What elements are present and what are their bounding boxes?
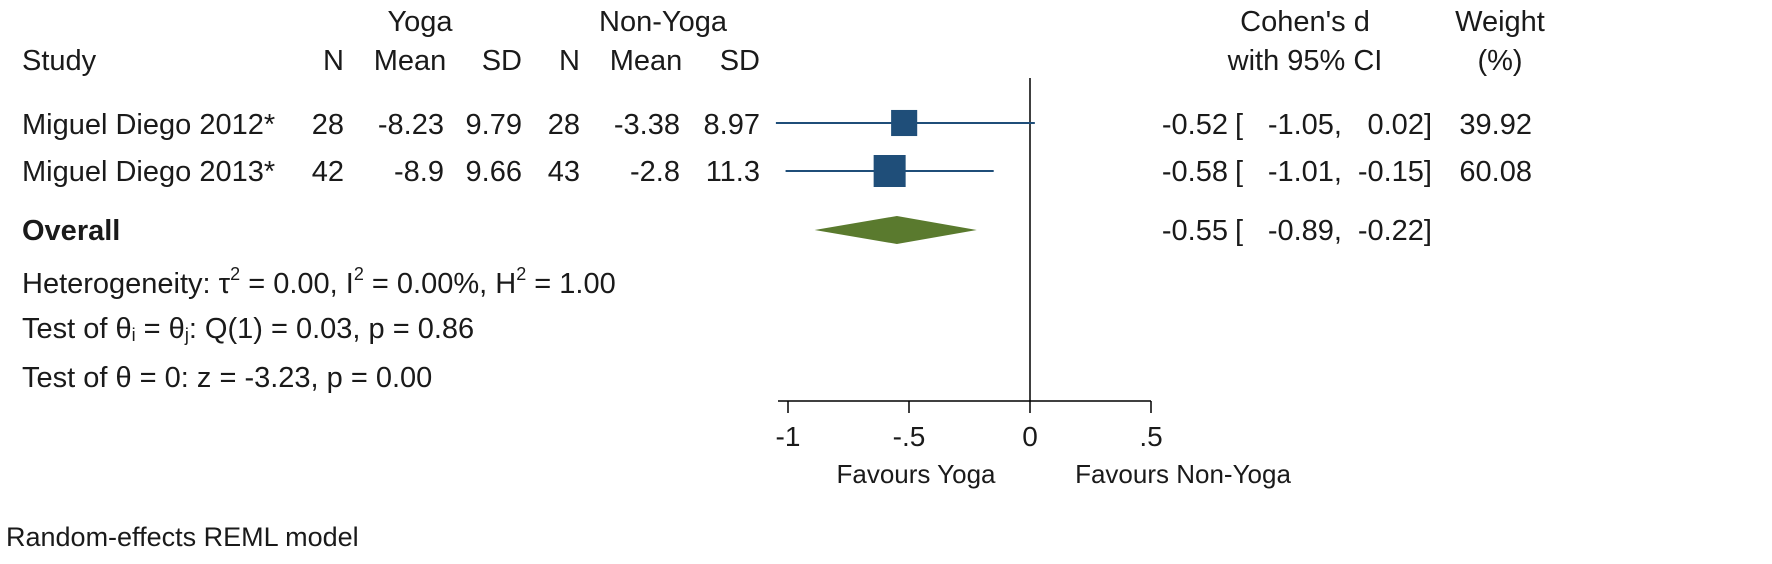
study-d: -0.58 — [1161, 156, 1228, 188]
ci-bracket: [ — [1235, 109, 1244, 141]
study-ci-low: -1.01, — [1267, 156, 1342, 188]
n1-header: N — [323, 45, 344, 77]
x-tick-label: 0 — [1022, 421, 1038, 452]
study-sd2: 8.97 — [703, 109, 760, 141]
model-note: Random-effects REML model — [6, 522, 359, 552]
sd1-header: SD — [481, 45, 522, 77]
sd2-header: SD — [719, 45, 760, 77]
favours-right-label: Favours Non-Yoga — [1075, 459, 1291, 489]
group1-header: Yoga — [387, 6, 453, 38]
group2-header: Non-Yoga — [599, 6, 727, 38]
x-tick-label: -.5 — [893, 421, 926, 452]
study-n1: 28 — [311, 109, 344, 141]
study-header: Study — [22, 45, 97, 77]
study-sd1: 9.79 — [465, 109, 522, 141]
zero-effect-test: Test of θ = 0: z = -3.23, p = 0.00 — [22, 362, 433, 394]
study-ci-low: -1.05, — [1267, 109, 1342, 141]
x-ticks: -1 -.5 0 .5 — [776, 401, 1163, 452]
weight-header-line2: (%) — [1477, 45, 1523, 77]
study-name: Miguel Diego 2013* — [22, 156, 276, 188]
study-d: -0.52 — [1161, 109, 1228, 141]
x-tick-label: -1 — [776, 421, 801, 452]
study-n2: 28 — [547, 109, 580, 141]
study-mean1: -8.9 — [394, 156, 444, 188]
study-n1: 42 — [311, 156, 344, 188]
favours-left-label: Favours Yoga — [836, 459, 996, 489]
study-mean1: -8.23 — [377, 109, 444, 141]
overall-ci-high: -0.22] — [1357, 215, 1432, 247]
effect-header-line2: with 95% CI — [1227, 45, 1383, 77]
study-ci-high: -0.15] — [1357, 156, 1432, 188]
mean1-header: Mean — [373, 45, 447, 77]
study-n2: 43 — [547, 156, 580, 188]
overall-label: Overall — [22, 215, 121, 247]
study-name: Miguel Diego 2012* — [22, 109, 276, 141]
x-tick-label: .5 — [1139, 421, 1162, 452]
ci-bracket: [ — [1235, 156, 1244, 188]
study-ci-high: 0.02] — [1367, 109, 1433, 141]
study-sd2: 11.3 — [705, 156, 760, 188]
n2-header: N — [559, 45, 580, 77]
study-marks — [775, 109, 1035, 187]
study-effect-marker — [891, 109, 918, 137]
weight-header-line1: Weight — [1455, 6, 1545, 38]
study-mean2: -2.8 — [630, 156, 680, 188]
ci-bracket: [ — [1235, 215, 1244, 247]
study-sd1: 9.66 — [465, 156, 522, 188]
overall-diamond — [814, 216, 977, 244]
study-weight: 39.92 — [1459, 109, 1532, 141]
overall-d: -0.55 — [1161, 215, 1228, 247]
heterogeneity-stats: Heterogeneity: τ2 = 0.00, I2 = 0.00%, H2… — [22, 264, 616, 300]
homogeneity-test: Test of θi = θj: Q(1) = 0.03, p = 0.86 — [22, 313, 475, 345]
study-mean2: -3.38 — [613, 109, 680, 141]
effect-header-line1: Cohen's d — [1240, 6, 1370, 38]
mean2-header: Mean — [609, 45, 683, 77]
overall-ci-low: -0.89, — [1267, 215, 1342, 247]
study-effect-marker — [873, 155, 906, 187]
study-weight: 60.08 — [1459, 156, 1532, 188]
